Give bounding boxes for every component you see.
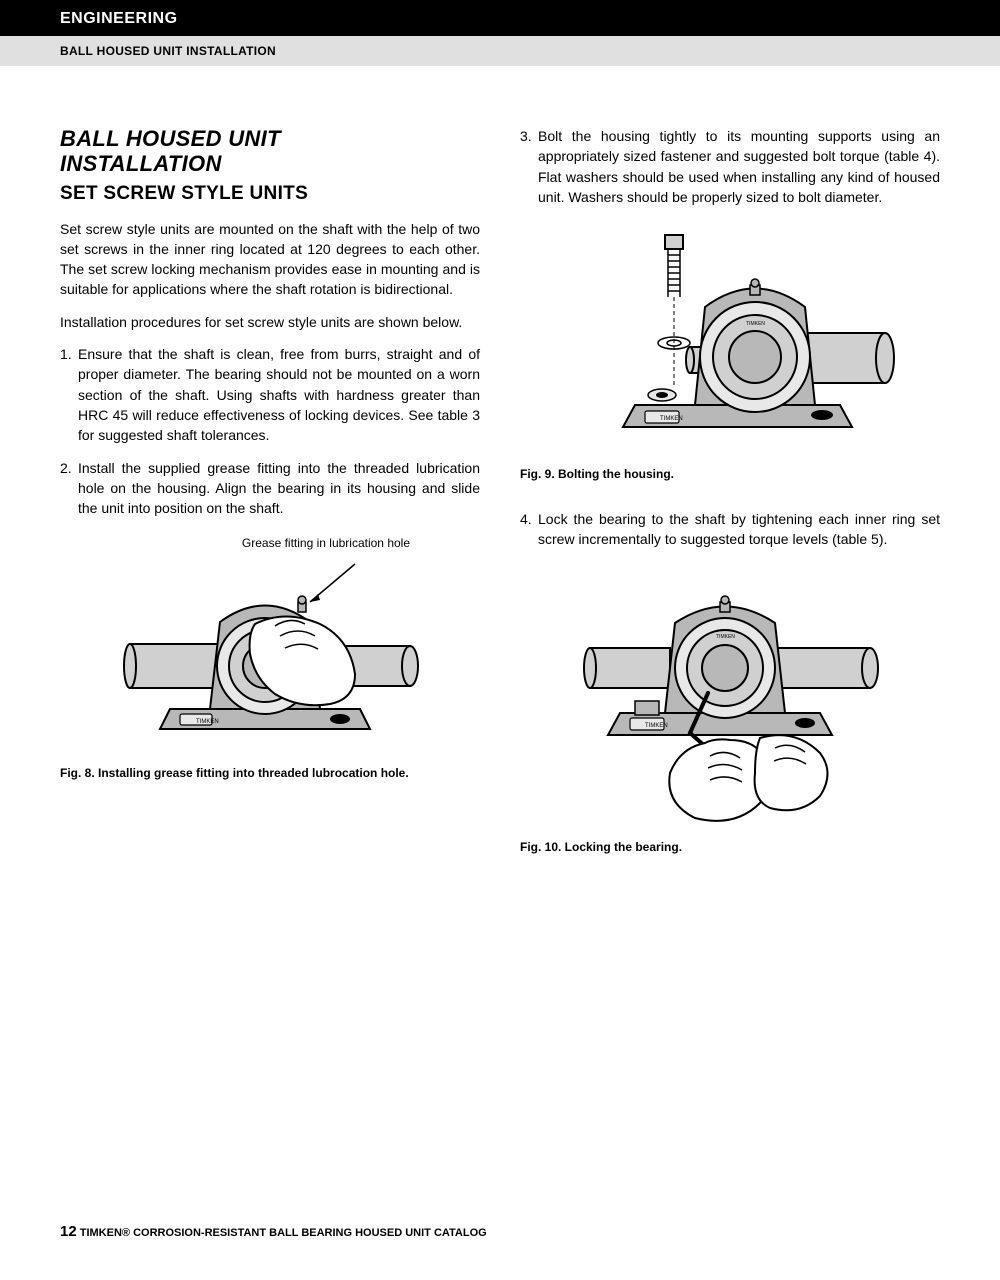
title-line2: INSTALLATION: [60, 151, 222, 176]
subtitle: SET SCREW STYLE UNITS: [60, 183, 480, 205]
svg-text:TIMKEN: TIMKEN: [746, 321, 765, 327]
svg-text:TIMKEN: TIMKEN: [660, 416, 683, 422]
footer: 12 TIMKEN® CORROSION-RESISTANT BALL BEAR…: [60, 1223, 487, 1240]
figure-8-label: Grease fitting in lubrication hole: [60, 536, 480, 550]
content-area: BALL HOUSED UNIT INSTALLATION SET SCREW …: [0, 66, 1000, 884]
lead-text: Installation procedures for set screw st…: [60, 312, 480, 332]
svg-text:TIMKEN: TIMKEN: [196, 719, 219, 725]
step-1: Ensure that the shaft is clean, free fro…: [78, 344, 480, 445]
header-subsection: BALL HOUSED UNIT INSTALLATION: [0, 36, 1000, 66]
figure-9-illustration: TIMKEN TIMKEN: [520, 225, 940, 455]
figure-10: TIMKEN TIMKEN Fig. 10. Locking the beari…: [520, 568, 940, 854]
figure-10-illustration: TIMKEN TIMKEN: [520, 568, 940, 828]
footer-text: TIMKEN® CORROSION-RESISTANT BALL BEARING…: [77, 1227, 487, 1239]
right-column: Bolt the housing tightly to its mounting…: [520, 126, 940, 864]
steps-left: Ensure that the shaft is clean, free fro…: [60, 344, 480, 518]
svg-text:TIMKEN: TIMKEN: [645, 723, 668, 729]
page-title: BALL HOUSED UNIT INSTALLATION: [60, 126, 480, 177]
figure-8: Grease fitting in lubrication hole: [60, 536, 480, 780]
figure-9: TIMKEN TIMKEN Fig. 9. Bolting the housin…: [520, 225, 940, 481]
title-line1: BALL HOUSED UNIT: [60, 126, 281, 151]
figure-9-caption: Fig. 9. Bolting the housing.: [520, 467, 940, 481]
step-4: Lock the bearing to the shaft by tighten…: [538, 509, 940, 550]
svg-text:TIMKEN: TIMKEN: [716, 634, 735, 640]
header-section: ENGINEERING: [0, 0, 1000, 36]
figure-8-illustration: TIMKEN: [60, 554, 480, 754]
page-number: 12: [60, 1223, 77, 1240]
step-2: Install the supplied grease fitting into…: [78, 458, 480, 519]
figure-8-caption: Fig. 8. Installing grease fitting into t…: [60, 766, 480, 780]
figure-10-caption: Fig. 10. Locking the bearing.: [520, 840, 940, 854]
steps-right-b: Lock the bearing to the shaft by tighten…: [520, 509, 940, 550]
step-3: Bolt the housing tightly to its mounting…: [538, 126, 940, 207]
left-column: BALL HOUSED UNIT INSTALLATION SET SCREW …: [60, 126, 480, 864]
steps-right-a: Bolt the housing tightly to its mounting…: [520, 126, 940, 207]
intro-text: Set screw style units are mounted on the…: [60, 219, 480, 300]
